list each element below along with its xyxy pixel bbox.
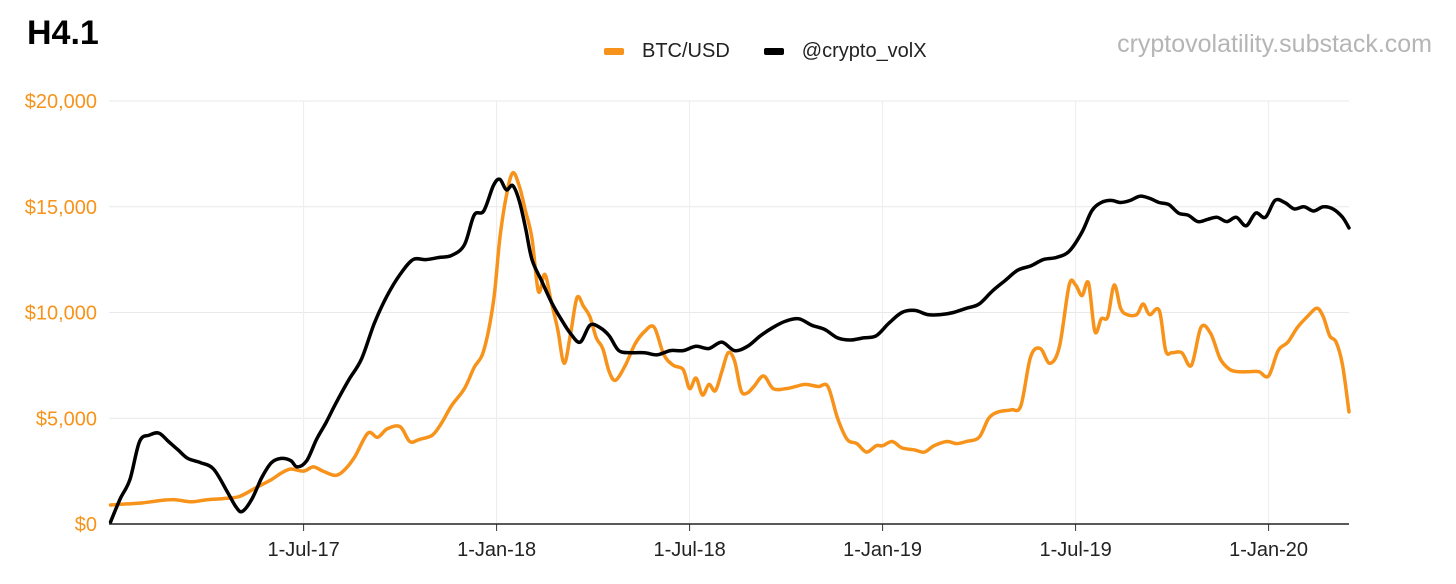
source-label: cryptovolatility.substack.com bbox=[1117, 30, 1432, 58]
y-tick-label: $5,000 bbox=[36, 408, 97, 430]
legend-label-btc: BTC/USD bbox=[642, 40, 730, 62]
legend-swatch-btc bbox=[604, 48, 624, 55]
legend-swatch-volx bbox=[763, 48, 784, 55]
x-tick-label: 1-Jul-19 bbox=[1039, 539, 1111, 561]
series-line-crypto-volx bbox=[108, 177, 1351, 524]
x-tick-label: 1-Jan-20 bbox=[1229, 539, 1308, 561]
legend-label-volx: @crypto_volX bbox=[801, 40, 927, 62]
x-tick-label: 1-Jul-17 bbox=[267, 539, 339, 561]
legend-item-volx: @crypto_volX bbox=[763, 40, 927, 63]
y-tick-label: $15,000 bbox=[25, 197, 97, 219]
grid bbox=[109, 100, 1349, 524]
x-tick-label: 1-Jan-18 bbox=[457, 539, 536, 561]
x-tick-label: 1-Jan-19 bbox=[843, 539, 922, 561]
y-axis: $0 $5,000 $10,000 $15,000 $20,000 bbox=[25, 91, 97, 536]
y-tick-label: $10,000 bbox=[25, 303, 97, 325]
legend-item-btc: BTC/USD bbox=[604, 40, 730, 63]
x-tick-label: 1-Jul-18 bbox=[653, 539, 725, 561]
y-tick-label: $0 bbox=[75, 514, 97, 536]
series-line-btc-usd bbox=[108, 170, 1351, 507]
chart-title: H4.1 bbox=[27, 14, 99, 52]
series-group bbox=[108, 170, 1351, 524]
y-tick-label: $20,000 bbox=[25, 91, 97, 113]
legend: BTC/USD @crypto_volX bbox=[604, 40, 961, 63]
x-axis: 1-Jul-17 1-Jan-18 1-Jul-18 1-Jan-19 1-Jul-19… bbox=[109, 523, 1349, 561]
